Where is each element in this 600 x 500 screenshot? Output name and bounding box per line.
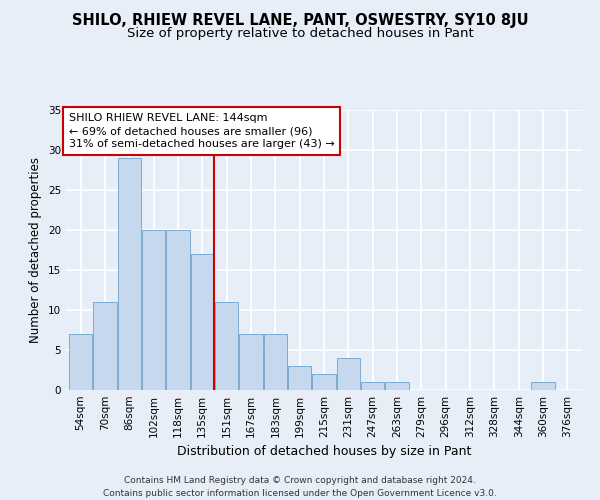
Bar (288, 366, 311, 390)
Bar (385, 382, 409, 390)
Bar (142, 230, 165, 390)
Bar (94, 302, 116, 390)
Bar (215, 302, 238, 390)
X-axis label: Distribution of detached houses by size in Pant: Distribution of detached houses by size … (177, 446, 471, 458)
Y-axis label: Number of detached properties: Number of detached properties (29, 157, 43, 343)
Bar (337, 358, 360, 390)
Text: Size of property relative to detached houses in Pant: Size of property relative to detached ho… (127, 28, 473, 40)
Bar (166, 230, 190, 390)
Bar (361, 382, 384, 390)
Text: SHILO RHIEW REVEL LANE: 144sqm
← 69% of detached houses are smaller (96)
31% of : SHILO RHIEW REVEL LANE: 144sqm ← 69% of … (68, 113, 334, 149)
Text: SHILO, RHIEW REVEL LANE, PANT, OSWESTRY, SY10 8JU: SHILO, RHIEW REVEL LANE, PANT, OSWESTRY,… (71, 12, 529, 28)
Bar (264, 334, 287, 390)
Bar (313, 374, 335, 390)
Bar (239, 334, 263, 390)
Text: Contains HM Land Registry data © Crown copyright and database right 2024.
Contai: Contains HM Land Registry data © Crown c… (103, 476, 497, 498)
Bar (69, 334, 92, 390)
Bar (191, 254, 214, 390)
Bar (118, 158, 141, 390)
Bar (532, 382, 554, 390)
